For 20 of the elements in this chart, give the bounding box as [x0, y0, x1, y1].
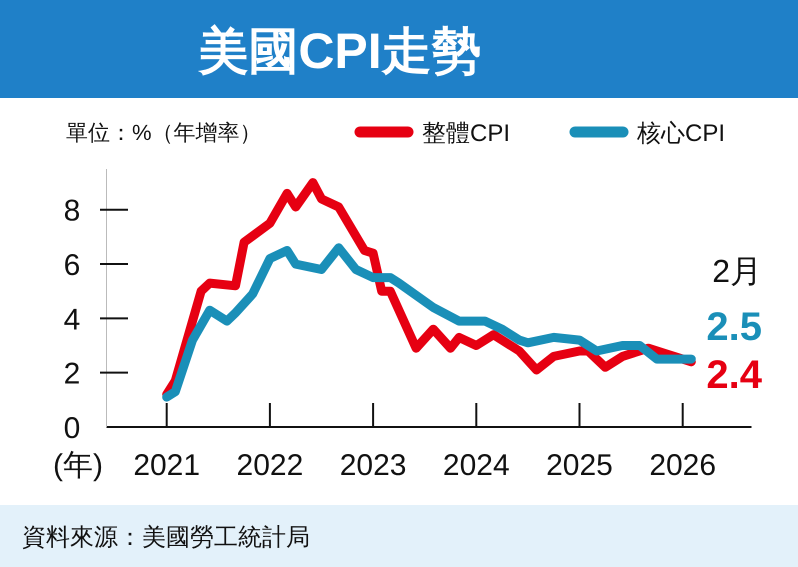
- x-axis-title: (年): [53, 449, 103, 482]
- x-tick-label: 2026: [649, 449, 716, 482]
- annotation: 2.5: [706, 305, 762, 349]
- y-tick-label: 2: [64, 358, 80, 391]
- x-tick-label: 2021: [133, 449, 200, 482]
- chart-title: 美國CPI走勢: [197, 23, 482, 79]
- annotation: 2.4: [706, 353, 763, 397]
- x-tick-label: 2025: [546, 449, 613, 482]
- legend-label: 核心CPI: [636, 120, 726, 147]
- y-tick-label: 6: [64, 249, 80, 282]
- annotation: 2月: [712, 253, 762, 289]
- legend-label: 整體CPI: [422, 120, 510, 147]
- x-tick-label: 2022: [236, 449, 304, 482]
- source-note: 資料來源：美國勞工統計局: [22, 524, 310, 551]
- y-tick-label: 0: [64, 412, 80, 445]
- y-axis-title: 單位：%（年增率）: [66, 120, 262, 145]
- x-tick-label: 2023: [340, 449, 406, 482]
- y-tick-label: 8: [64, 194, 80, 228]
- x-tick-label: 2024: [442, 449, 510, 482]
- y-tick-label: 4: [64, 303, 80, 336]
